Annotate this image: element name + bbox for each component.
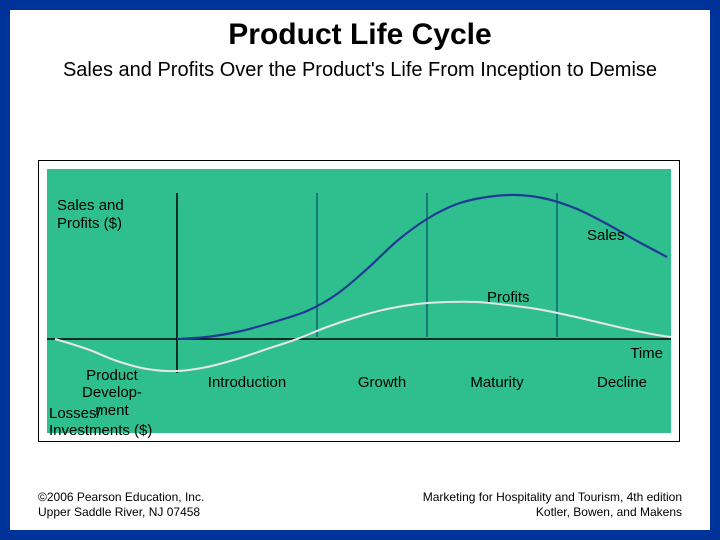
y-axis-bottom-label: Losses/ Investments ($) — [49, 405, 152, 440]
slide-root: Product Life Cycle Sales and Profits Ove… — [0, 0, 720, 540]
y-axis-top-label-l1: Sales and — [57, 197, 124, 214]
x-axis-label: Time — [630, 345, 663, 362]
plc-chart: Sales and Profits ($) Sales Profits Time… — [38, 160, 680, 442]
footer-right-l1: Marketing for Hospitality and Tourism, 4… — [423, 490, 682, 504]
footer-left-l1: ©2006 Pearson Education, Inc. — [38, 490, 204, 504]
plc-chart-panel: Sales and Profits ($) Sales Profits Time… — [47, 169, 671, 433]
footer-left: ©2006 Pearson Education, Inc. Upper Sadd… — [38, 490, 204, 520]
stage-label-introduction: Introduction — [187, 374, 307, 391]
y-axis-top-label: Sales and Profits ($) — [57, 197, 124, 233]
footer-right: Marketing for Hospitality and Tourism, 4… — [423, 490, 682, 520]
footer-left-l2: Upper Saddle River, NJ 07458 — [38, 505, 200, 519]
stage-label-decline: Decline — [577, 374, 667, 391]
stage-label-maturity: Maturity — [447, 374, 547, 391]
series-label-profits: Profits — [487, 289, 530, 306]
stage-label-growth: Growth — [337, 374, 427, 391]
y-axis-bottom-label-l1: Losses/ — [49, 405, 101, 422]
y-axis-bottom-label-l2: Investments ($) — [49, 422, 152, 439]
slide-title: Product Life Cycle — [10, 18, 710, 52]
series-label-sales: Sales — [587, 227, 625, 244]
slide-subtitle: Sales and Profits Over the Product's Lif… — [50, 58, 670, 83]
footer-right-l2: Kotler, Bowen, and Makens — [536, 505, 682, 519]
y-axis-top-label-l2: Profits ($) — [57, 215, 122, 232]
